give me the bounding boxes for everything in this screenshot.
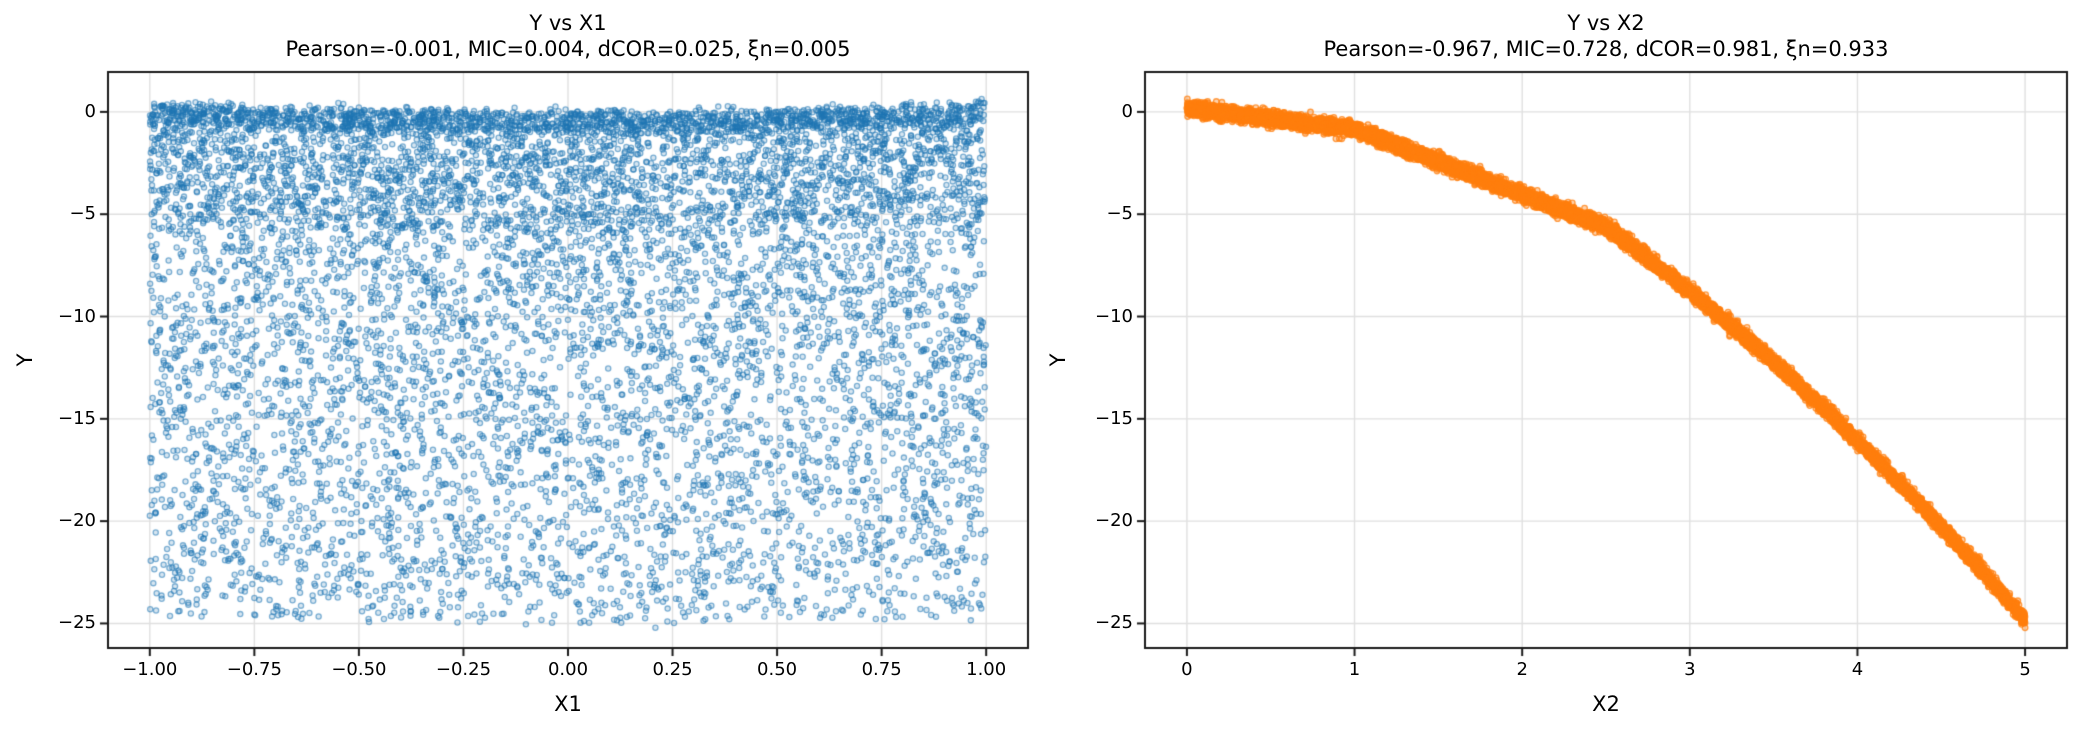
- x-tick-label: 0: [1181, 659, 1193, 680]
- y-tick-label: −15: [58, 407, 96, 429]
- y-tick-label: −20: [1095, 510, 1133, 532]
- chart-title: Y vs X2: [1567, 11, 1645, 35]
- x-tick-label: −0.25: [435, 659, 492, 680]
- x-tick-label: −1.00: [122, 659, 178, 680]
- x-tick-label: 0.50: [757, 659, 798, 680]
- y-tick-label: −20: [58, 510, 96, 532]
- x-tick-label: −0.50: [331, 659, 387, 680]
- x-tick-label: 2: [1516, 659, 1528, 680]
- chart-subtitle: Pearson=-0.001, MIC=0.004, dCOR=0.025, ξ…: [285, 37, 851, 61]
- chart-subtitle: Pearson=-0.967, MIC=0.728, dCOR=0.981, ξ…: [1323, 37, 1889, 61]
- x-tick-label: 3: [1684, 659, 1696, 680]
- x-tick-label: 1: [1348, 659, 1361, 680]
- y-tick-label: −15: [1095, 407, 1133, 429]
- x-tick-label: 1.00: [966, 659, 1007, 680]
- y-tick-label: −10: [58, 305, 96, 327]
- y-tick-label: 0: [84, 100, 96, 122]
- y-tick-label: 0: [1121, 100, 1133, 122]
- x-tick-label: −0.75: [226, 659, 282, 680]
- x-tick-label: 0.00: [547, 659, 589, 680]
- x-tick-label: 5: [2019, 659, 2031, 680]
- x-axis-label: X1: [554, 692, 582, 716]
- y-tick-label: −5: [1106, 203, 1133, 225]
- x-tick-label: 4: [1851, 659, 1864, 680]
- x-tick-label: 0.75: [861, 659, 902, 680]
- x-tick-label: 0.25: [652, 659, 693, 680]
- x-axis-label: X2: [1592, 692, 1620, 716]
- y-tick-label: −25: [1095, 612, 1133, 634]
- y-tick-label: −5: [69, 203, 96, 225]
- y-tick-label: −25: [58, 612, 96, 634]
- chart-title: Y vs X1: [529, 11, 607, 35]
- y-axis-label: Y: [1046, 353, 1070, 367]
- y-axis-label: Y: [13, 353, 37, 367]
- y-tick-label: −10: [1095, 305, 1133, 327]
